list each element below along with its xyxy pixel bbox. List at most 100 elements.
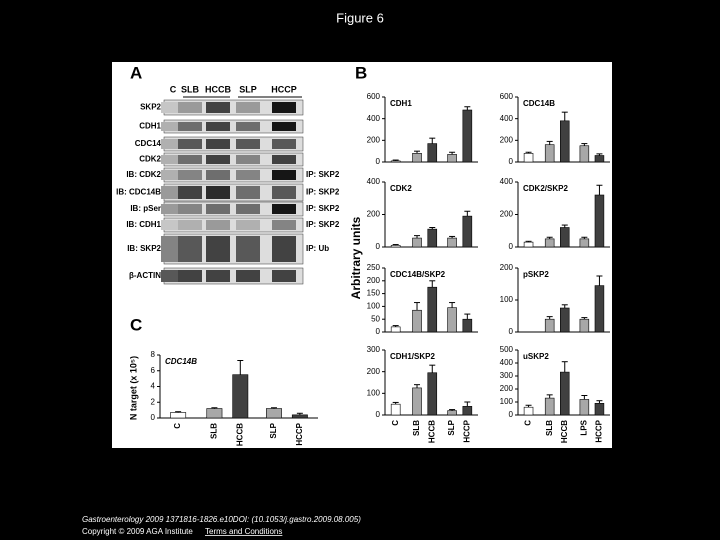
y-tick-label: 600 <box>500 92 514 101</box>
y-tick-label: 0 <box>509 410 514 419</box>
row-label: SKP2 <box>140 103 161 112</box>
x-tick-label: HCCB <box>427 420 436 443</box>
lane-label: SLB <box>181 84 200 94</box>
bar <box>427 286 438 333</box>
x-tick-label: SLB <box>545 420 554 436</box>
blot-band <box>272 155 296 164</box>
blot-band <box>161 155 185 164</box>
y-tick-label: 200 <box>500 210 514 219</box>
chart-title: pSKP2 <box>523 270 549 279</box>
bar <box>232 374 249 419</box>
terms-link[interactable]: Terms and Conditions <box>205 527 282 536</box>
y-tick-label: 0 <box>509 242 514 251</box>
bar <box>447 154 457 163</box>
bar <box>594 402 605 416</box>
lane-label: HCCB <box>205 84 231 94</box>
y-tick-label: 2 <box>151 397 156 406</box>
bar <box>266 408 282 419</box>
bar <box>447 410 457 416</box>
y-tick-label: 0 <box>376 242 381 251</box>
y-tick-label: 0 <box>151 413 156 422</box>
y-tick-label: 200 <box>367 135 381 144</box>
bar <box>462 109 473 163</box>
blot-band <box>178 186 202 199</box>
row-label: IB: pSer <box>130 204 161 213</box>
bar <box>579 399 590 416</box>
y-tick-label: 500 <box>500 345 514 354</box>
blot-band <box>236 139 260 149</box>
bar <box>390 245 401 248</box>
blot-band <box>272 170 296 180</box>
blot-band <box>161 170 185 180</box>
x-tick-label: HCCB <box>560 420 569 443</box>
lane-label: HCCP <box>271 84 297 94</box>
blot-band <box>178 155 202 164</box>
bar <box>560 371 570 416</box>
y-tick-label: 50 <box>371 314 380 323</box>
x-tick-label: SLP <box>447 419 456 435</box>
y-axis-label: N target (x 10⁵) <box>128 356 138 420</box>
chart-title: CDC14B <box>523 99 555 108</box>
blot-band <box>272 139 296 149</box>
x-tick-label: SLP <box>269 422 278 438</box>
bar <box>412 387 422 416</box>
x-tick-label: SLB <box>412 420 421 436</box>
bar <box>544 144 555 163</box>
bar <box>523 153 534 163</box>
bar <box>390 326 401 333</box>
chart-title: CDH1 <box>390 99 412 108</box>
bar <box>560 227 570 248</box>
bar <box>427 143 438 163</box>
chart-title: CDK2 <box>390 184 412 193</box>
bar <box>462 215 473 248</box>
blot-band <box>161 122 185 131</box>
ip-label: IP: SKP2 <box>306 204 340 213</box>
chart-title: CDH1/SKP2 <box>390 352 435 361</box>
bar <box>447 307 457 333</box>
y-tick-label: 400 <box>500 114 514 123</box>
x-tick-label: C <box>524 420 533 426</box>
y-tick-label: 400 <box>367 177 381 186</box>
blot-band <box>178 236 202 262</box>
y-tick-label: 100 <box>367 302 381 311</box>
blot-band <box>206 236 230 262</box>
y-tick-label: 200 <box>367 276 381 285</box>
bar <box>579 318 590 333</box>
y-tick-label: 100 <box>367 388 381 397</box>
blot-band <box>272 220 296 230</box>
blot-band <box>206 204 230 214</box>
blot-band <box>206 220 230 230</box>
panel-label: A <box>130 63 142 82</box>
chart-title: CDK2/SKP2 <box>523 184 568 193</box>
y-tick-label: 300 <box>500 371 514 380</box>
y-tick-label: 0 <box>509 157 514 166</box>
bar <box>560 120 570 163</box>
y-tick-label: 0 <box>376 327 381 336</box>
y-tick-label: 0 <box>376 157 381 166</box>
blot-band <box>272 122 296 131</box>
bar <box>412 153 422 163</box>
bar <box>544 318 555 333</box>
bar <box>462 318 473 333</box>
blot-band <box>236 102 260 113</box>
y-tick-label: 4 <box>151 382 156 391</box>
blot-band <box>272 204 296 214</box>
bar <box>206 408 223 419</box>
blot-band <box>236 170 260 180</box>
blot-band <box>206 186 230 199</box>
x-tick-label: HCCP <box>295 422 304 445</box>
lane-label: SLP <box>239 84 257 94</box>
blot-band <box>178 102 202 113</box>
y-tick-label: 400 <box>500 358 514 367</box>
blot-band <box>236 122 260 131</box>
x-tick-label: HCCP <box>462 419 471 442</box>
y-tick-label: 200 <box>500 384 514 393</box>
bar <box>544 397 555 416</box>
row-label: CDK2 <box>139 155 161 164</box>
slide-title: Figure 6 <box>336 10 384 25</box>
bar <box>523 241 534 248</box>
bar <box>412 237 422 248</box>
row-label: β-ACTIN <box>129 271 161 280</box>
bar <box>291 414 308 419</box>
blot-band <box>178 170 202 180</box>
